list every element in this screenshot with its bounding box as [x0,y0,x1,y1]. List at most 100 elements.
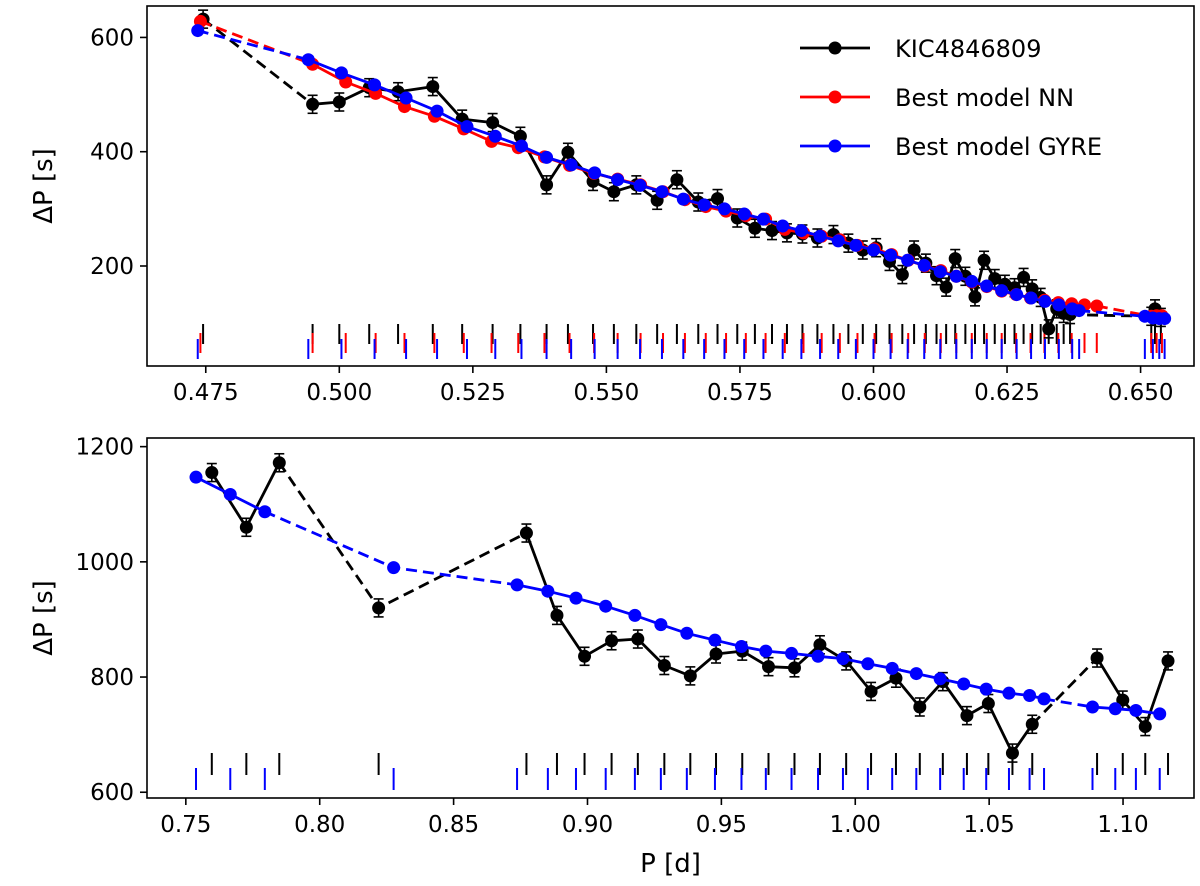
top-series-line [1070,313,1152,318]
top-data-point [670,173,684,187]
bottom-data-point [981,697,995,711]
top-data-point [306,97,320,111]
bottom-data-point [762,660,776,674]
top-data-point [849,238,863,252]
top-data-point [191,24,205,38]
bottom-data-point [709,647,723,661]
legend-marker [828,90,842,104]
bottom-data-point [205,466,219,480]
bottom-data-point [272,456,286,470]
bottom-data-point [811,649,825,663]
top-data-point [513,129,527,143]
top-series-2 [191,24,1172,326]
top-x-tick-label: 0.525 [440,380,506,406]
bottom-data-point [864,684,878,698]
bottom-data-point [861,657,875,671]
bottom-data-point [550,608,564,622]
top-series-line [1096,304,1152,318]
top-series-line [199,20,314,66]
top-data-point [765,224,779,238]
legend-entry-1: Best model NN [800,84,1074,112]
bottom-data-point [569,591,583,605]
top-data-point [430,104,444,118]
top-data-point [368,78,382,92]
bottom-data-point [759,644,773,658]
top-data-point [1090,299,1104,313]
bottom-data-point [510,578,524,592]
bottom-x-tick-label: 0.75 [160,812,211,838]
bottom-data-point [957,677,971,691]
bottom-y-tick-label: 800 [90,665,134,691]
top-data-point [399,91,413,105]
top-data-point [917,258,931,272]
bottom-data-point [1108,702,1122,716]
bottom-rug-0 [210,753,1170,775]
bottom-data-point [1002,686,1016,700]
top-data-point [794,224,808,238]
top-data-point [301,53,315,67]
bottom-data-point [372,601,386,615]
top-data-point [588,166,602,180]
top-series-line [202,17,314,106]
top-data-point [977,253,991,267]
top-data-point [948,252,962,266]
bottom-data-point [885,661,899,675]
top-data-point [866,243,880,257]
bottom-data-point [979,682,993,696]
bottom-y-tick-label: 1200 [75,435,134,461]
top-series-line [1079,309,1146,318]
bottom-data-point [836,652,850,666]
top-data-point [1042,322,1056,336]
bottom-data-point [734,640,748,654]
top-data-point [486,116,500,130]
top-data-point [711,192,725,206]
top-x-tick-label: 0.575 [707,380,773,406]
top-y-tick-label: 200 [90,254,134,280]
bottom-data-point [960,709,974,723]
bottom-data-point [578,649,592,663]
bottom-data-point [680,626,694,640]
top-x-tick-label: 0.475 [173,380,239,406]
top-data-point [1038,294,1052,308]
legend-label: Best model NN [895,84,1074,112]
top-x-tick-label: 0.550 [573,380,639,406]
bottom-data-point [1138,720,1152,734]
top-data-point [748,221,762,235]
top-data-point [1017,270,1031,284]
bottom-data-point [813,638,827,652]
top-data-point [980,279,994,293]
bottom-data-point [1129,703,1143,717]
top-data-point [933,265,947,279]
top-x-tick-label: 0.600 [841,380,907,406]
top-rug-2 [196,339,1166,359]
bottom-x-tick-label: 1.00 [830,812,881,838]
bottom-panel: 0.75 0.80 0.85 0.90 0.95 1.00 1.05 1.10 600 800 10… [29,435,1195,879]
top-data-point [968,290,982,304]
bottom-y-axis-label: ΔP [s] [29,580,59,656]
top-data-point [884,248,898,262]
bottom-data-point [683,669,697,683]
bottom-data-point [599,599,613,613]
bottom-data-point [657,659,671,673]
top-axes-frame [146,5,1195,367]
bottom-data-point [1086,700,1100,714]
bottom-data-point [787,661,801,675]
bottom-data-point [1005,746,1019,760]
top-data-point [514,139,528,153]
top-data-point [697,198,711,212]
top-data-point [488,129,502,143]
top-data-point [813,229,827,243]
top-series-line [197,29,309,62]
top-data-point [540,150,554,164]
bottom-data-point [1025,717,1039,731]
bottom-series-0 [205,452,1175,763]
bottom-data-point [258,505,272,519]
bottom-data-point [631,632,645,646]
top-rug-1 [199,333,1163,353]
top-data-point [1072,304,1086,318]
top-data-point [939,280,953,294]
top-data-point [831,234,845,248]
bottom-data-point [1161,654,1175,668]
legend-label: Best model GYRE [895,133,1102,161]
